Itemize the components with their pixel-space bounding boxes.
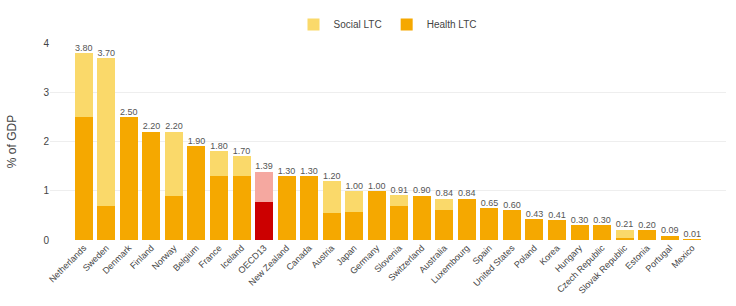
svg-text:2.50: 2.50	[120, 107, 138, 117]
svg-text:Norway: Norway	[150, 243, 179, 272]
svg-text:0.90: 0.90	[413, 185, 431, 195]
svg-text:3.80: 3.80	[75, 43, 93, 53]
svg-text:4: 4	[43, 38, 49, 49]
svg-text:0.91: 0.91	[391, 185, 409, 195]
svg-text:0.84: 0.84	[458, 188, 476, 198]
svg-text:% of GDP: % of GDP	[5, 115, 19, 168]
svg-text:Hungary: Hungary	[553, 243, 584, 274]
svg-text:0.20: 0.20	[638, 220, 656, 230]
svg-text:OECD13: OECD13	[236, 243, 269, 276]
svg-text:Mexico: Mexico	[670, 243, 697, 270]
svg-text:Germany: Germany	[348, 243, 382, 277]
svg-text:Netherlands: Netherlands	[47, 243, 89, 285]
svg-text:Iceland: Iceland	[219, 243, 247, 271]
svg-text:0.60: 0.60	[503, 200, 521, 210]
svg-text:1.90: 1.90	[188, 136, 206, 146]
svg-text:Estonia: Estonia	[623, 243, 651, 271]
svg-text:1.80: 1.80	[210, 141, 228, 151]
svg-text:0.65: 0.65	[481, 198, 499, 208]
svg-text:2.20: 2.20	[143, 121, 161, 131]
svg-text:Japan: Japan	[334, 243, 358, 267]
svg-text:Switzerland: Switzerland	[386, 243, 426, 283]
svg-text:Social LTC: Social LTC	[334, 19, 382, 30]
svg-text:1: 1	[43, 185, 49, 196]
svg-text:0.01: 0.01	[683, 229, 701, 239]
svg-text:0: 0	[43, 235, 49, 246]
svg-text:1.30: 1.30	[278, 166, 296, 176]
svg-text:Luxembourg: Luxembourg	[429, 243, 471, 285]
svg-text:1.00: 1.00	[368, 181, 386, 191]
svg-text:1.30: 1.30	[300, 166, 318, 176]
svg-text:Finland: Finland	[128, 243, 156, 271]
svg-text:0.09: 0.09	[661, 225, 679, 235]
svg-text:3: 3	[43, 87, 49, 98]
svg-text:Sweden: Sweden	[81, 243, 111, 273]
svg-text:0.41: 0.41	[548, 210, 566, 220]
svg-text:2: 2	[43, 136, 49, 147]
svg-text:France: France	[197, 243, 224, 270]
svg-text:Health LTC: Health LTC	[427, 19, 477, 30]
svg-text:Australia: Australia	[417, 243, 449, 275]
svg-text:Slovak Republic: Slovak Republic	[576, 243, 629, 296]
svg-text:Slovenia: Slovenia	[372, 243, 403, 274]
svg-text:New Zealand: New Zealand	[247, 243, 292, 288]
svg-text:0.43: 0.43	[526, 209, 544, 219]
svg-text:Denmark: Denmark	[101, 243, 134, 276]
svg-text:0.84: 0.84	[436, 188, 454, 198]
svg-text:1.20: 1.20	[323, 171, 341, 181]
svg-text:0.30: 0.30	[571, 215, 589, 225]
svg-text:Austria: Austria	[309, 243, 336, 270]
svg-text:0.30: 0.30	[593, 215, 611, 225]
svg-text:1.39: 1.39	[255, 161, 273, 171]
svg-text:2.20: 2.20	[165, 121, 183, 131]
svg-text:United States: United States	[471, 243, 517, 289]
svg-text:Belgium: Belgium	[171, 243, 201, 273]
svg-text:Portugal: Portugal	[643, 243, 674, 274]
svg-text:1.70: 1.70	[233, 146, 251, 156]
svg-text:0.21: 0.21	[616, 219, 634, 229]
svg-text:3.70: 3.70	[98, 48, 116, 58]
svg-text:Czech Republic: Czech Republic	[555, 243, 607, 295]
svg-text:Korea: Korea	[538, 243, 562, 267]
svg-text:Poland: Poland	[512, 243, 539, 270]
svg-text:1.00: 1.00	[345, 181, 363, 191]
svg-text:Spain: Spain	[471, 243, 494, 266]
svg-text:Canada: Canada	[284, 243, 313, 272]
